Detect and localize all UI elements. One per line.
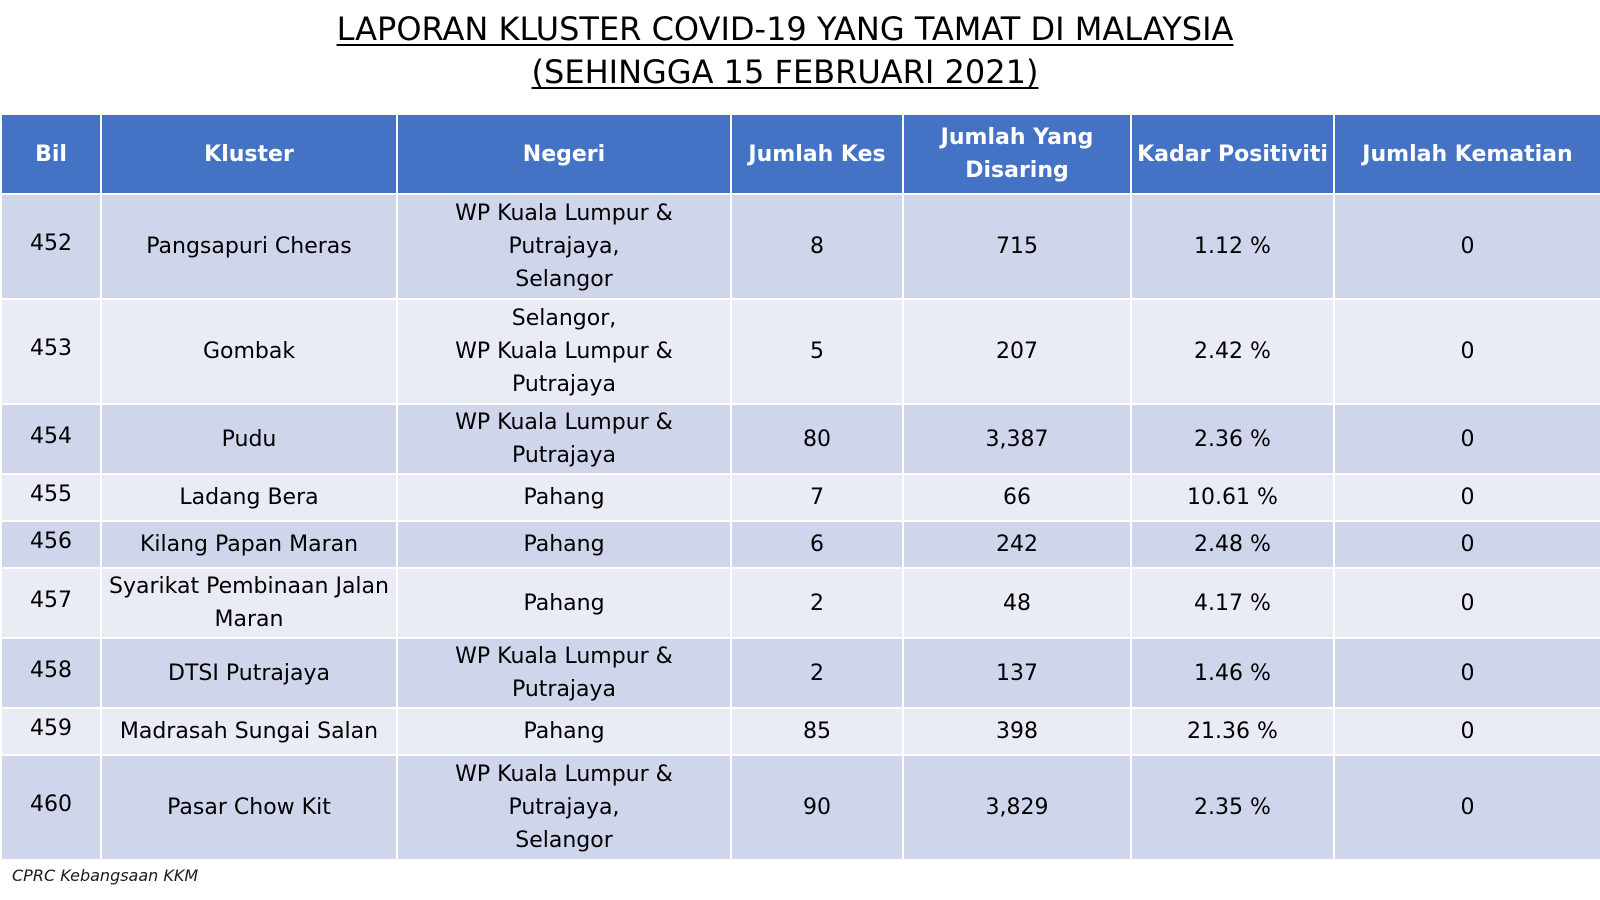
cell-jumlah-kematian: 0 (1333, 403, 1600, 475)
cell-kadar-positiviti: 21.36 % (1130, 707, 1335, 756)
cell-kadar-positiviti: 1.12 % (1130, 193, 1335, 300)
table-row: 456 Kilang Papan Maran Pahang 6 242 2.48… (0, 520, 1600, 569)
table-row: 458 DTSI Putrajaya WP Kuala Lumpur & Putr… (0, 637, 1600, 709)
cell-bil: 459 (0, 707, 102, 756)
table-row: 457 Syarikat Pembinaan Jalan Maran Pahan… (0, 567, 1600, 639)
cell-jumlah-kematian: 0 (1333, 193, 1600, 300)
cell-negeri: WP Kuala Lumpur & Putrajaya, Selangor (396, 193, 732, 300)
cell-jumlah-kes: 6 (730, 520, 904, 569)
cell-kadar-positiviti: 10.61 % (1130, 473, 1335, 522)
cell-negeri: WP Kuala Lumpur & Putrajaya (396, 637, 732, 709)
header-jumlah-kematian: Jumlah Kematian (1333, 113, 1600, 195)
cell-kadar-positiviti: 4.17 % (1130, 567, 1335, 639)
cell-bil: 452 (0, 193, 102, 300)
table-row: 455 Ladang Bera Pahang 7 66 10.61 % 0 (0, 473, 1600, 522)
cell-kadar-positiviti: 1.46 % (1130, 637, 1335, 709)
header-jumlah-kes: Jumlah Kes (730, 113, 904, 195)
report-title: LAPORAN KLUSTER COVID-19 YANG TAMAT DI M… (0, 8, 1570, 94)
cell-jumlah-disaring: 48 (902, 567, 1132, 639)
cell-kluster: Pudu (100, 403, 398, 475)
cell-jumlah-disaring: 242 (902, 520, 1132, 569)
cell-bil: 457 (0, 567, 102, 639)
cell-negeri: Pahang (396, 707, 732, 756)
cell-kluster: Kilang Papan Maran (100, 520, 398, 569)
cell-negeri: Selangor, WP Kuala Lumpur & Putrajaya (396, 298, 732, 405)
table-row: 460 Pasar Chow Kit WP Kuala Lumpur & Putr… (0, 754, 1600, 861)
cell-jumlah-kematian: 0 (1333, 520, 1600, 569)
cell-kadar-positiviti: 2.42 % (1130, 298, 1335, 405)
title-line-1: LAPORAN KLUSTER COVID-19 YANG TAMAT DI M… (336, 10, 1234, 48)
cell-jumlah-kes: 5 (730, 298, 904, 405)
cell-jumlah-kes: 8 (730, 193, 904, 300)
cell-kluster: Madrasah Sungai Salan (100, 707, 398, 756)
source-note: CPRC Kebangsaan KKM (12, 866, 199, 885)
cell-bil: 453 (0, 298, 102, 405)
cell-kluster: Pangsapuri Cheras (100, 193, 398, 300)
cell-jumlah-kematian: 0 (1333, 567, 1600, 639)
cell-bil: 454 (0, 403, 102, 475)
header-jumlah-disaring: Jumlah Yang Disaring (902, 113, 1132, 195)
cell-bil: 455 (0, 473, 102, 522)
title-line-2: (SEHINGGA 15 FEBRUARI 2021) (531, 53, 1039, 91)
cell-jumlah-kes: 80 (730, 403, 904, 475)
cell-bil: 458 (0, 637, 102, 709)
cell-jumlah-disaring: 3,829 (902, 754, 1132, 861)
cell-negeri: WP Kuala Lumpur & Putrajaya, Selangor (396, 754, 732, 861)
cell-kluster: Syarikat Pembinaan Jalan Maran (100, 567, 398, 639)
cell-negeri: Pahang (396, 567, 732, 639)
cell-jumlah-kematian: 0 (1333, 637, 1600, 709)
cell-negeri: WP Kuala Lumpur & Putrajaya (396, 403, 732, 475)
table-row: 453 Gombak Selangor, WP Kuala Lumpur & Put… (0, 298, 1600, 405)
cell-jumlah-disaring: 715 (902, 193, 1132, 300)
cell-jumlah-kematian: 0 (1333, 473, 1600, 522)
cell-jumlah-kes: 85 (730, 707, 904, 756)
cell-kluster: Gombak (100, 298, 398, 405)
header-kluster: Kluster (100, 113, 398, 195)
cell-jumlah-disaring: 137 (902, 637, 1132, 709)
cell-bil: 460 (0, 754, 102, 861)
header-bil: Bil (0, 113, 102, 195)
cell-jumlah-disaring: 66 (902, 473, 1132, 522)
cell-jumlah-kematian: 0 (1333, 707, 1600, 756)
cluster-table: Bil Kluster Negeri Jumlah Kes Jumlah Yan… (0, 113, 1600, 861)
cell-kluster: Ladang Bera (100, 473, 398, 522)
cell-jumlah-kes: 2 (730, 567, 904, 639)
cell-kadar-positiviti: 2.36 % (1130, 403, 1335, 475)
cell-jumlah-disaring: 3,387 (902, 403, 1132, 475)
cell-jumlah-kes: 90 (730, 754, 904, 861)
cell-kluster: Pasar Chow Kit (100, 754, 398, 861)
table-header-row: Bil Kluster Negeri Jumlah Kes Jumlah Yan… (0, 113, 1600, 195)
table-row: 459 Madrasah Sungai Salan Pahang 85 398 … (0, 707, 1600, 756)
cell-kluster: DTSI Putrajaya (100, 637, 398, 709)
cell-jumlah-kes: 2 (730, 637, 904, 709)
cell-jumlah-disaring: 207 (902, 298, 1132, 405)
header-negeri: Negeri (396, 113, 732, 195)
cell-bil: 456 (0, 520, 102, 569)
table-row: 454 Pudu WP Kuala Lumpur & Putrajaya 80 3… (0, 403, 1600, 475)
cell-jumlah-kematian: 0 (1333, 754, 1600, 861)
cell-negeri: Pahang (396, 520, 732, 569)
cell-jumlah-disaring: 398 (902, 707, 1132, 756)
cell-kadar-positiviti: 2.35 % (1130, 754, 1335, 861)
cell-kadar-positiviti: 2.48 % (1130, 520, 1335, 569)
header-kadar-positiviti: Kadar Positiviti (1130, 113, 1335, 195)
table-row: 452 Pangsapuri Cheras WP Kuala Lumpur & P… (0, 193, 1600, 300)
cell-negeri: Pahang (396, 473, 732, 522)
cell-jumlah-kes: 7 (730, 473, 904, 522)
cell-jumlah-kematian: 0 (1333, 298, 1600, 405)
header-jumlah-disaring-label: Jumlah Yang Disaring (940, 125, 1094, 183)
